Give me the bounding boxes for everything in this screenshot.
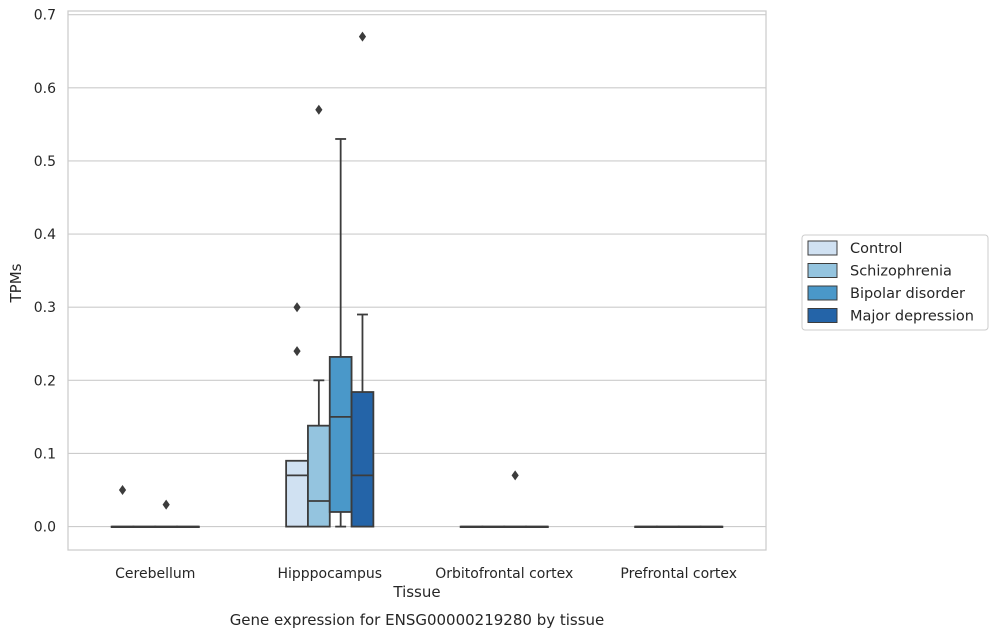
y-tick-label: 0.3 xyxy=(34,300,56,316)
legend-swatch xyxy=(807,285,838,301)
y-tick-label: 0.2 xyxy=(34,373,56,389)
x-tick-label: Orbitofrontal cortex xyxy=(435,566,573,582)
box-iqr xyxy=(350,391,375,528)
box-major-depression xyxy=(350,31,375,528)
box-control xyxy=(110,485,135,528)
box-bipolar-disorder xyxy=(503,470,527,528)
y-tick-label: 0.4 xyxy=(34,227,56,243)
y-tick-label: 0.5 xyxy=(34,154,56,170)
outlier-point xyxy=(358,31,367,42)
legend-label: Bipolar disorder xyxy=(850,286,965,302)
legend-swatch xyxy=(807,240,838,256)
box-iqr xyxy=(328,356,353,513)
outlier-point xyxy=(293,302,301,313)
box-major-depression xyxy=(699,525,724,528)
legend-label: Major depression xyxy=(850,309,974,325)
outlier-point xyxy=(315,104,323,115)
box-schizophrenia xyxy=(307,104,331,528)
box-schizophrenia xyxy=(132,525,157,528)
y-tick-label: 0.0 xyxy=(34,520,56,536)
legend-label: Control xyxy=(850,241,902,257)
legend-entry: Major depression xyxy=(807,308,974,325)
legend-frame xyxy=(801,234,989,331)
gridlines xyxy=(68,14,766,528)
legend-label: Schizophrenia xyxy=(850,264,952,280)
box-schizophrenia xyxy=(481,525,506,528)
box-bipolar-disorder xyxy=(328,138,353,528)
boxes xyxy=(110,31,724,528)
legend-entry: Schizophrenia xyxy=(807,263,952,280)
box-control xyxy=(634,525,658,528)
outlier-point xyxy=(162,499,170,510)
x-axis-label: Tissue xyxy=(392,583,440,601)
legend-swatch xyxy=(807,263,838,278)
outlier-point xyxy=(293,346,301,357)
outlier-point xyxy=(118,485,127,496)
plot-frame xyxy=(67,10,767,551)
y-tick-label: 0.1 xyxy=(34,446,56,462)
x-tick-label: Cerebellum xyxy=(115,566,195,582)
legend-entry: Bipolar disorder xyxy=(807,285,965,302)
x-tick-label: Prefrontal cortex xyxy=(620,566,737,582)
chart-caption: Gene expression for ENSG00000219280 by t… xyxy=(230,611,605,629)
box-control xyxy=(285,302,309,528)
legend: Control Schizophrenia Bipolar disorder Majo… xyxy=(801,234,989,331)
box-control xyxy=(459,525,484,528)
x-tick-label: Hipppocampus xyxy=(277,566,382,582)
y-tick-labels: 0.0 0.1 0.2 0.3 0.4 0.5 0.6 0.7 xyxy=(34,8,56,536)
legend-swatch xyxy=(807,308,838,323)
box-bipolar-disorder xyxy=(677,525,702,528)
outlier-point xyxy=(511,470,519,481)
y-axis-label: TPMs xyxy=(7,263,25,303)
box-schizophrenia xyxy=(656,525,680,528)
box-bipolar-disorder xyxy=(154,499,178,528)
y-tick-label: 0.6 xyxy=(34,81,56,97)
x-tick-labels: Cerebellum Hipppocampus Orbitofrontal cort… xyxy=(115,566,737,582)
box-major-depression xyxy=(525,525,549,528)
box-major-depression xyxy=(176,525,200,528)
box-iqr xyxy=(285,459,309,528)
box-iqr xyxy=(307,424,331,528)
y-tick-label: 0.7 xyxy=(34,8,56,24)
legend-entry: Control xyxy=(807,240,902,257)
